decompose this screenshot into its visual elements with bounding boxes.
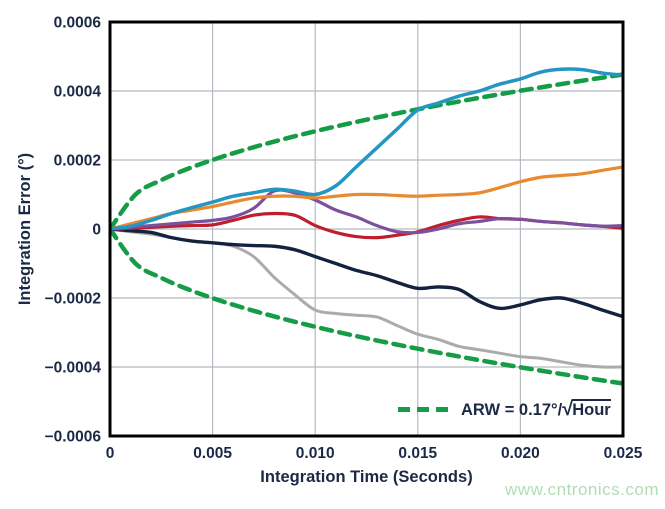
legend-label: ARW = 0.17°/√Hour	[461, 398, 611, 420]
trace-purple	[109, 188, 624, 235]
svg-text:0.025: 0.025	[604, 445, 643, 462]
x-tick-labels: 0 0.005 0.010 0.015 0.020 0.025	[106, 445, 643, 462]
trace-cyan	[109, 67, 624, 231]
svg-text:0.0002: 0.0002	[54, 153, 101, 170]
plot-frame	[108, 20, 625, 438]
y-axis-title: Integration Error (°)	[16, 153, 34, 305]
svg-text:0: 0	[92, 222, 101, 239]
svg-text:0.010: 0.010	[296, 445, 335, 462]
legend: ARW = 0.17°/√Hour	[398, 398, 611, 421]
gridlines	[110, 22, 623, 436]
arw-envelope-lower	[109, 226, 624, 386]
sqrt-symbol: √	[562, 398, 573, 420]
svg-text:0: 0	[106, 445, 115, 462]
y-tick-labels: 0.0006 0.0004 0.0002 0 −0.0002 −0.0004 −0.0006	[45, 15, 102, 446]
trace-crimson	[109, 211, 624, 240]
sqrt-radicand: Hour	[572, 399, 611, 419]
svg-text:0.0004: 0.0004	[54, 84, 102, 101]
svg-text:0.020: 0.020	[501, 445, 540, 462]
trace-orange	[109, 165, 624, 231]
legend-dash-icon	[398, 407, 448, 412]
svg-text:−0.0006: −0.0006	[45, 429, 102, 446]
x-axis-title: Integration Time (Seconds)	[260, 468, 472, 486]
svg-text:0.005: 0.005	[193, 445, 232, 462]
svg-text:0.015: 0.015	[398, 445, 437, 462]
watermark: www.cntronics.com	[505, 480, 659, 499]
svg-text:−0.0004: −0.0004	[45, 360, 102, 377]
svg-text:0.0006: 0.0006	[54, 15, 102, 32]
svg-text:−0.0002: −0.0002	[45, 291, 101, 308]
trace-navy	[109, 227, 624, 319]
arw-envelope-upper	[109, 72, 624, 232]
